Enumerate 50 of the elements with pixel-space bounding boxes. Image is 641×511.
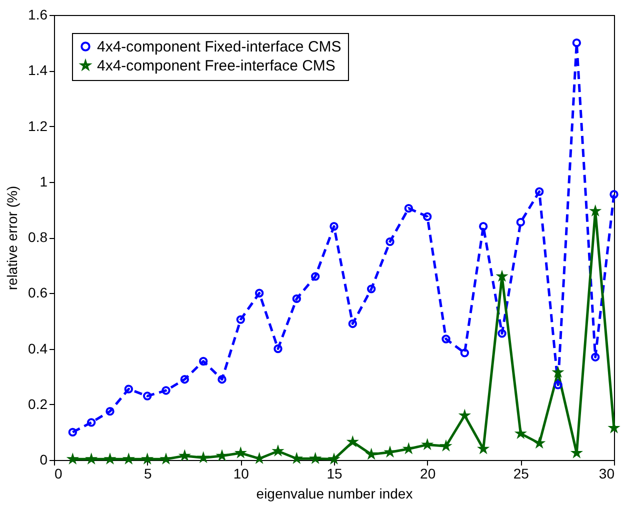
point — [142, 392, 152, 400]
point — [572, 38, 582, 48]
point — [106, 406, 114, 416]
point — [310, 272, 320, 281]
y-tick-label: 1.2 — [28, 118, 48, 134]
point — [348, 319, 358, 328]
y-tick-label: 0.6 — [28, 284, 48, 301]
point — [86, 418, 96, 427]
legend-label: 4x4-component Free-interface CMS — [97, 58, 336, 74]
point — [516, 218, 526, 227]
point — [366, 284, 376, 294]
point — [330, 222, 338, 231]
point — [236, 315, 246, 324]
x-tick-label: 20 — [420, 466, 436, 482]
y-tick-label: 0.2 — [28, 396, 48, 412]
x-tick-label: 0 — [54, 466, 62, 482]
point — [218, 374, 226, 384]
point — [274, 344, 282, 354]
point — [554, 380, 562, 390]
point — [610, 190, 618, 199]
point — [180, 374, 190, 384]
y-tick-label: 1.4 — [28, 62, 48, 78]
point — [198, 356, 208, 366]
x-tick-label: 10 — [233, 466, 250, 482]
point — [534, 187, 544, 196]
y-tick-label: 1 — [40, 173, 48, 190]
y-tick-label: 0.4 — [28, 340, 48, 356]
point — [478, 222, 488, 231]
x-tick-label: 15 — [326, 466, 342, 482]
point — [590, 352, 600, 362]
point — [254, 288, 264, 298]
point — [162, 386, 170, 395]
point — [422, 212, 432, 221]
point — [460, 348, 470, 358]
point — [442, 334, 450, 344]
x-tick-label: 25 — [513, 466, 530, 482]
point — [386, 237, 394, 246]
y-tick-label: 1.6 — [28, 6, 48, 22]
legend-label: 4x4-component Fixed-interface CMS — [97, 38, 342, 56]
point — [68, 428, 78, 437]
point — [404, 204, 414, 213]
y-axis-title: relative error (%) — [4, 186, 20, 290]
x-axis-title: eigenvalue number index — [256, 486, 413, 502]
y-tick-label: 0 — [40, 452, 48, 468]
y-tick-label: 0.8 — [28, 229, 48, 245]
point — [292, 294, 302, 304]
x-tick-label: 30 — [598, 466, 615, 482]
point — [124, 384, 134, 394]
point — [498, 329, 506, 338]
x-tick-label: 5 — [144, 466, 152, 482]
